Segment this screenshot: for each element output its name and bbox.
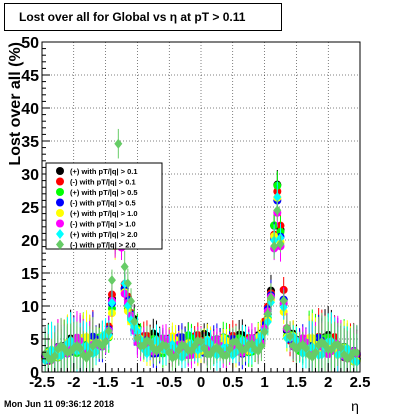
data-layer (41, 128, 361, 372)
data-point (266, 292, 275, 303)
legend-label: (-) with pT/|q| > 1.0 (70, 220, 136, 229)
x-tick-label: -1 (131, 374, 144, 391)
data-point (85, 348, 94, 359)
data-point (276, 239, 285, 250)
legend-label: (-) with pT/|q| > 0.1 (70, 178, 136, 187)
y-axis-label: Lost over all (%) (7, 42, 24, 166)
data-point (120, 261, 129, 272)
data-point (133, 333, 142, 344)
data-point (286, 331, 295, 342)
x-tick-label: -2 (67, 374, 80, 391)
y-tick-label: 0 (30, 365, 39, 382)
data-point (257, 341, 266, 352)
y-tick-label: 10 (21, 299, 39, 316)
timestamp: Mon Jun 11 09:36:12 2018 (4, 399, 115, 409)
data-point (104, 325, 113, 336)
data-point (222, 350, 231, 361)
data-point (162, 341, 171, 352)
x-axis-label: η (351, 398, 359, 414)
legend: (+) with pT/|q| > 0.1 (-) with pT/|q| > 0… (45, 162, 163, 250)
y-tick-label: 45 (21, 68, 39, 85)
legend-marker (56, 167, 64, 175)
x-tick-label: 0.5 (222, 374, 243, 391)
x-tick-label: 0 (197, 374, 205, 391)
legend-label: (-) with pT/|q| > 2.0 (70, 241, 136, 250)
data-point (107, 297, 116, 308)
data-point (101, 336, 110, 347)
legend-marker (56, 198, 64, 207)
data-point (263, 308, 272, 319)
x-tick-label: 1.5 (286, 374, 307, 391)
data-point (130, 316, 139, 327)
axis-ticks: 0 5 10 15 20 25 30 35 40 45 50 -2.5 -2 -1.5 -1 -0.5 0 0.5… (21, 35, 370, 391)
legend-label: (+) with pT/|q| > 0.5 (70, 188, 138, 197)
data-point (336, 342, 345, 353)
data-point (127, 296, 136, 307)
data-point (197, 336, 205, 347)
data-point (171, 351, 180, 362)
data-point (301, 343, 310, 354)
y-tick-label: 25 (21, 200, 39, 217)
data-point (352, 347, 361, 358)
legend-label: (-) with pT/|q| > 0.5 (70, 199, 136, 208)
data-point (50, 350, 59, 361)
data-point (273, 191, 282, 202)
data-point (114, 138, 123, 149)
data-point (107, 275, 116, 286)
y-tick-label: 50 (21, 35, 39, 52)
legend-marker (56, 188, 64, 196)
y-tick-label: 40 (21, 101, 39, 118)
data-point (123, 278, 132, 289)
legend-label: (+) with pT/|q| > 2.0 (70, 230, 138, 239)
legend-label: (+) with pT/|q| > 1.0 (70, 209, 138, 218)
data-point (260, 326, 269, 337)
y-tick-label: 5 (30, 332, 39, 349)
x-tick-label: 2 (324, 374, 332, 391)
legend-marker (56, 177, 64, 186)
legend-label: (+) with pT/|q| > 0.1 (70, 167, 138, 176)
x-tick-label: -2.5 (29, 374, 55, 391)
x-tick-label: -1.5 (93, 374, 119, 391)
chart-title: Lost over all for Global vs η at pT > 0.… (4, 3, 282, 31)
data-point (270, 241, 279, 252)
data-point (279, 295, 288, 306)
x-tick-label: -0.5 (156, 374, 182, 391)
y-tick-label: 30 (21, 167, 39, 184)
data-point (311, 347, 320, 358)
x-tick-label: 2.5 (350, 374, 371, 391)
legend-marker (56, 239, 64, 250)
y-tick-label: 20 (21, 233, 39, 250)
data-point (225, 344, 234, 355)
legend-box (45, 162, 163, 250)
y-tick-label: 35 (21, 134, 39, 151)
legend-marker (56, 209, 64, 217)
legend-marker (56, 229, 64, 239)
legend-marker (56, 219, 64, 228)
y-tick-label: 15 (21, 266, 39, 283)
data-point (273, 205, 282, 216)
data-point (282, 322, 291, 333)
x-tick-label: 1 (260, 374, 268, 391)
data-point (76, 343, 85, 354)
